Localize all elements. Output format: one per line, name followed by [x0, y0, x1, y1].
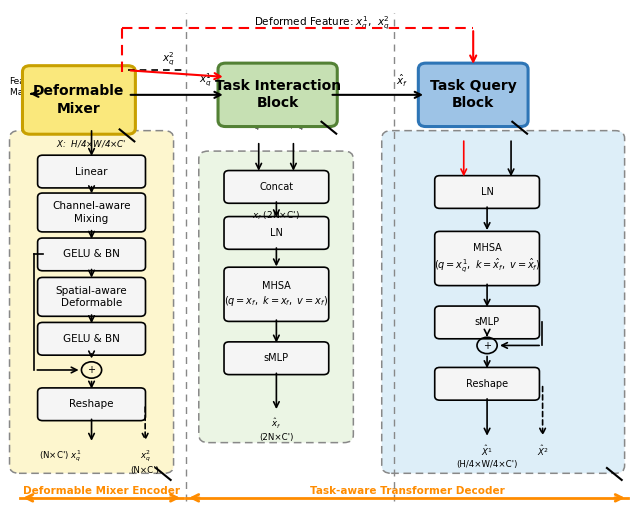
- FancyBboxPatch shape: [224, 171, 329, 203]
- Text: Channel-aware
Mixing: Channel-aware Mixing: [52, 201, 131, 224]
- FancyBboxPatch shape: [38, 193, 145, 232]
- Text: $X$:  H/4$\times$W/4$\times$C': $X$: H/4$\times$W/4$\times$C': [56, 139, 127, 149]
- Text: $\hat{x}_f$: $\hat{x}_f$: [396, 72, 408, 89]
- FancyBboxPatch shape: [38, 388, 145, 421]
- FancyBboxPatch shape: [10, 131, 173, 473]
- Text: Task-aware Transformer Decoder: Task-aware Transformer Decoder: [310, 486, 504, 496]
- FancyBboxPatch shape: [199, 151, 353, 443]
- Text: $x_q^1$: $x_q^1$: [248, 116, 260, 133]
- Text: $x_q^2$: $x_q^2$: [162, 51, 175, 68]
- Text: Deformed Feature: $x_q^1$,  $x_q^2$: Deformed Feature: $x_q^1$, $x_q^2$: [254, 14, 390, 32]
- FancyBboxPatch shape: [38, 155, 145, 188]
- Text: $\hat{X}^2$: $\hat{X}^2$: [537, 444, 548, 458]
- Text: Spatial-aware
Deformable: Spatial-aware Deformable: [56, 286, 127, 308]
- Text: MHSA
$(q=x_f,\ k=x_f,\ v=x_f)$: MHSA $(q=x_f,\ k=x_f,\ v=x_f)$: [225, 281, 328, 308]
- Text: GELU & BN: GELU & BN: [63, 334, 120, 344]
- Text: Task Interaction
Block: Task Interaction Block: [214, 79, 340, 111]
- Text: LN: LN: [270, 228, 283, 238]
- Text: LN: LN: [481, 187, 493, 197]
- Text: Task Query
Block: Task Query Block: [430, 79, 516, 111]
- Text: sMLP: sMLP: [264, 353, 289, 363]
- Text: sMLP: sMLP: [474, 317, 500, 327]
- FancyBboxPatch shape: [224, 342, 329, 375]
- FancyBboxPatch shape: [435, 368, 540, 400]
- Text: $x_q^1$: $x_q^1$: [453, 113, 465, 131]
- Text: Linear: Linear: [76, 166, 108, 176]
- Text: Concat: Concat: [259, 182, 294, 192]
- FancyBboxPatch shape: [381, 131, 625, 473]
- Text: Deformable
Mixer: Deformable Mixer: [33, 84, 125, 116]
- Text: GELU & BN: GELU & BN: [63, 249, 120, 260]
- Text: $\hat{X}^1$
(H/4×W/4×C'): $\hat{X}^1$ (H/4×W/4×C'): [456, 444, 518, 468]
- FancyBboxPatch shape: [435, 232, 540, 285]
- FancyBboxPatch shape: [419, 63, 528, 127]
- Text: MHSA
$(q=x_q^1,\ k=\hat{x}_f,\ v=\hat{x}_f)$: MHSA $(q=x_q^1,\ k=\hat{x}_f,\ v=\hat{x}…: [434, 243, 540, 274]
- FancyBboxPatch shape: [38, 278, 145, 316]
- Text: $x_q^2$
(N×C'): $x_q^2$ (N×C'): [131, 449, 159, 475]
- FancyBboxPatch shape: [435, 306, 540, 339]
- Text: $+$: $+$: [483, 340, 492, 351]
- FancyBboxPatch shape: [435, 176, 540, 208]
- FancyBboxPatch shape: [224, 267, 329, 322]
- Text: $\hat{x}_f$
(2N×C'): $\hat{x}_f$ (2N×C'): [259, 417, 294, 442]
- FancyBboxPatch shape: [38, 323, 145, 355]
- FancyBboxPatch shape: [38, 238, 145, 271]
- FancyBboxPatch shape: [218, 63, 337, 127]
- Text: (N×C') $x_q^1$: (N×C') $x_q^1$: [39, 449, 81, 464]
- Text: $\hat{x}_f$: $\hat{x}_f$: [509, 115, 520, 131]
- FancyBboxPatch shape: [224, 217, 329, 249]
- Text: $x_f$ (2N×C'): $x_f$ (2N×C'): [252, 209, 300, 222]
- FancyBboxPatch shape: [22, 66, 136, 134]
- Text: Reshape: Reshape: [466, 379, 508, 389]
- Text: Reshape: Reshape: [69, 399, 114, 409]
- Text: $x_q^1$: $x_q^1$: [198, 71, 212, 89]
- Text: Deformable Mixer Encoder: Deformable Mixer Encoder: [23, 486, 180, 496]
- Text: Feature
Map: x: Feature Map: x: [10, 78, 44, 97]
- Text: $|x_q^2$: $|x_q^2$: [289, 116, 304, 133]
- Text: $+$: $+$: [87, 364, 96, 375]
